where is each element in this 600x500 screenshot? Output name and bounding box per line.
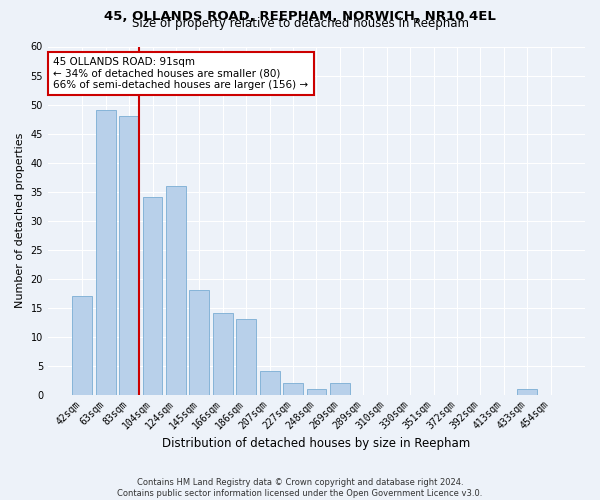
- Bar: [236, 319, 256, 394]
- Y-axis label: Number of detached properties: Number of detached properties: [15, 133, 25, 308]
- Text: Contains HM Land Registry data © Crown copyright and database right 2024.
Contai: Contains HM Land Registry data © Crown c…: [118, 478, 482, 498]
- X-axis label: Distribution of detached houses by size in Reepham: Distribution of detached houses by size …: [163, 437, 470, 450]
- Text: 45, OLLANDS ROAD, REEPHAM, NORWICH, NR10 4EL: 45, OLLANDS ROAD, REEPHAM, NORWICH, NR10…: [104, 10, 496, 23]
- Bar: [166, 186, 186, 394]
- Bar: [330, 383, 350, 394]
- Text: Size of property relative to detached houses in Reepham: Size of property relative to detached ho…: [131, 18, 469, 30]
- Bar: [213, 314, 233, 394]
- Bar: [517, 389, 537, 394]
- Bar: [73, 296, 92, 394]
- Bar: [307, 389, 326, 394]
- Bar: [260, 372, 280, 394]
- Bar: [96, 110, 116, 395]
- Text: 45 OLLANDS ROAD: 91sqm
← 34% of detached houses are smaller (80)
66% of semi-det: 45 OLLANDS ROAD: 91sqm ← 34% of detached…: [53, 57, 308, 90]
- Bar: [283, 383, 303, 394]
- Bar: [119, 116, 139, 394]
- Bar: [190, 290, 209, 395]
- Bar: [143, 198, 163, 394]
